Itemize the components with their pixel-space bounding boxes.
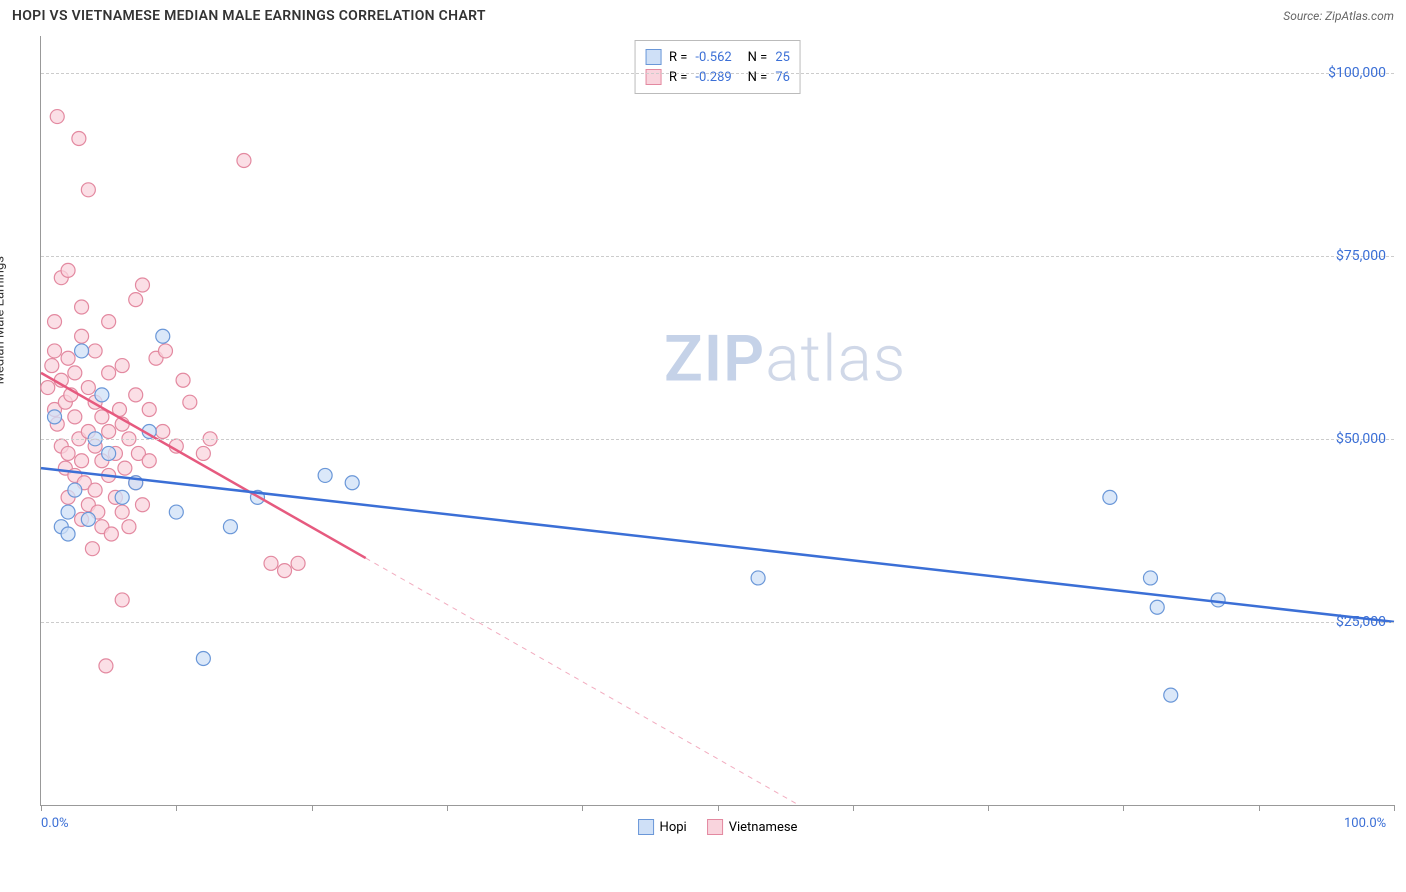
swatch-hopi (645, 49, 661, 65)
plot-area: ZIPatlas R = -0.562 N = 25 R = -0.289 N … (40, 36, 1394, 806)
y-tick-label: $50,000 (1336, 431, 1386, 447)
source-label: Source: ZipAtlas.com (1283, 9, 1394, 23)
swatch-vietnamese-icon (707, 819, 723, 835)
legend-row-hopi: R = -0.562 N = 25 (645, 47, 790, 67)
legend-item-vietnamese: Vietnamese (707, 819, 798, 835)
legend-row-vietnamese: R = -0.289 N = 76 (645, 67, 790, 87)
y-tick-label: $100,000 (1328, 65, 1386, 81)
swatch-vietnamese (645, 69, 661, 85)
x-axis-label: 100.0% (1344, 816, 1386, 831)
correlation-legend: R = -0.562 N = 25 R = -0.289 N = 76 (634, 40, 801, 94)
y-tick-label: $25,000 (1336, 614, 1386, 630)
plot-svg (41, 36, 1394, 805)
r-value-hopi: -0.562 (695, 50, 731, 65)
chart-container: Median Male Earnings ZIPatlas R = -0.562… (12, 36, 1394, 846)
x-axis-label: 0.0% (41, 816, 69, 831)
y-axis-label: Median Male Earnings (0, 256, 8, 384)
legend-item-hopi: Hopi (638, 819, 687, 835)
swatch-hopi-icon (638, 819, 654, 835)
series-legend: Hopi Vietnamese (638, 819, 798, 835)
chart-title: HOPI VS VIETNAMESE MEDIAN MALE EARNINGS … (12, 8, 486, 24)
y-tick-label: $75,000 (1336, 248, 1386, 264)
n-value-hopi: 25 (775, 50, 790, 65)
